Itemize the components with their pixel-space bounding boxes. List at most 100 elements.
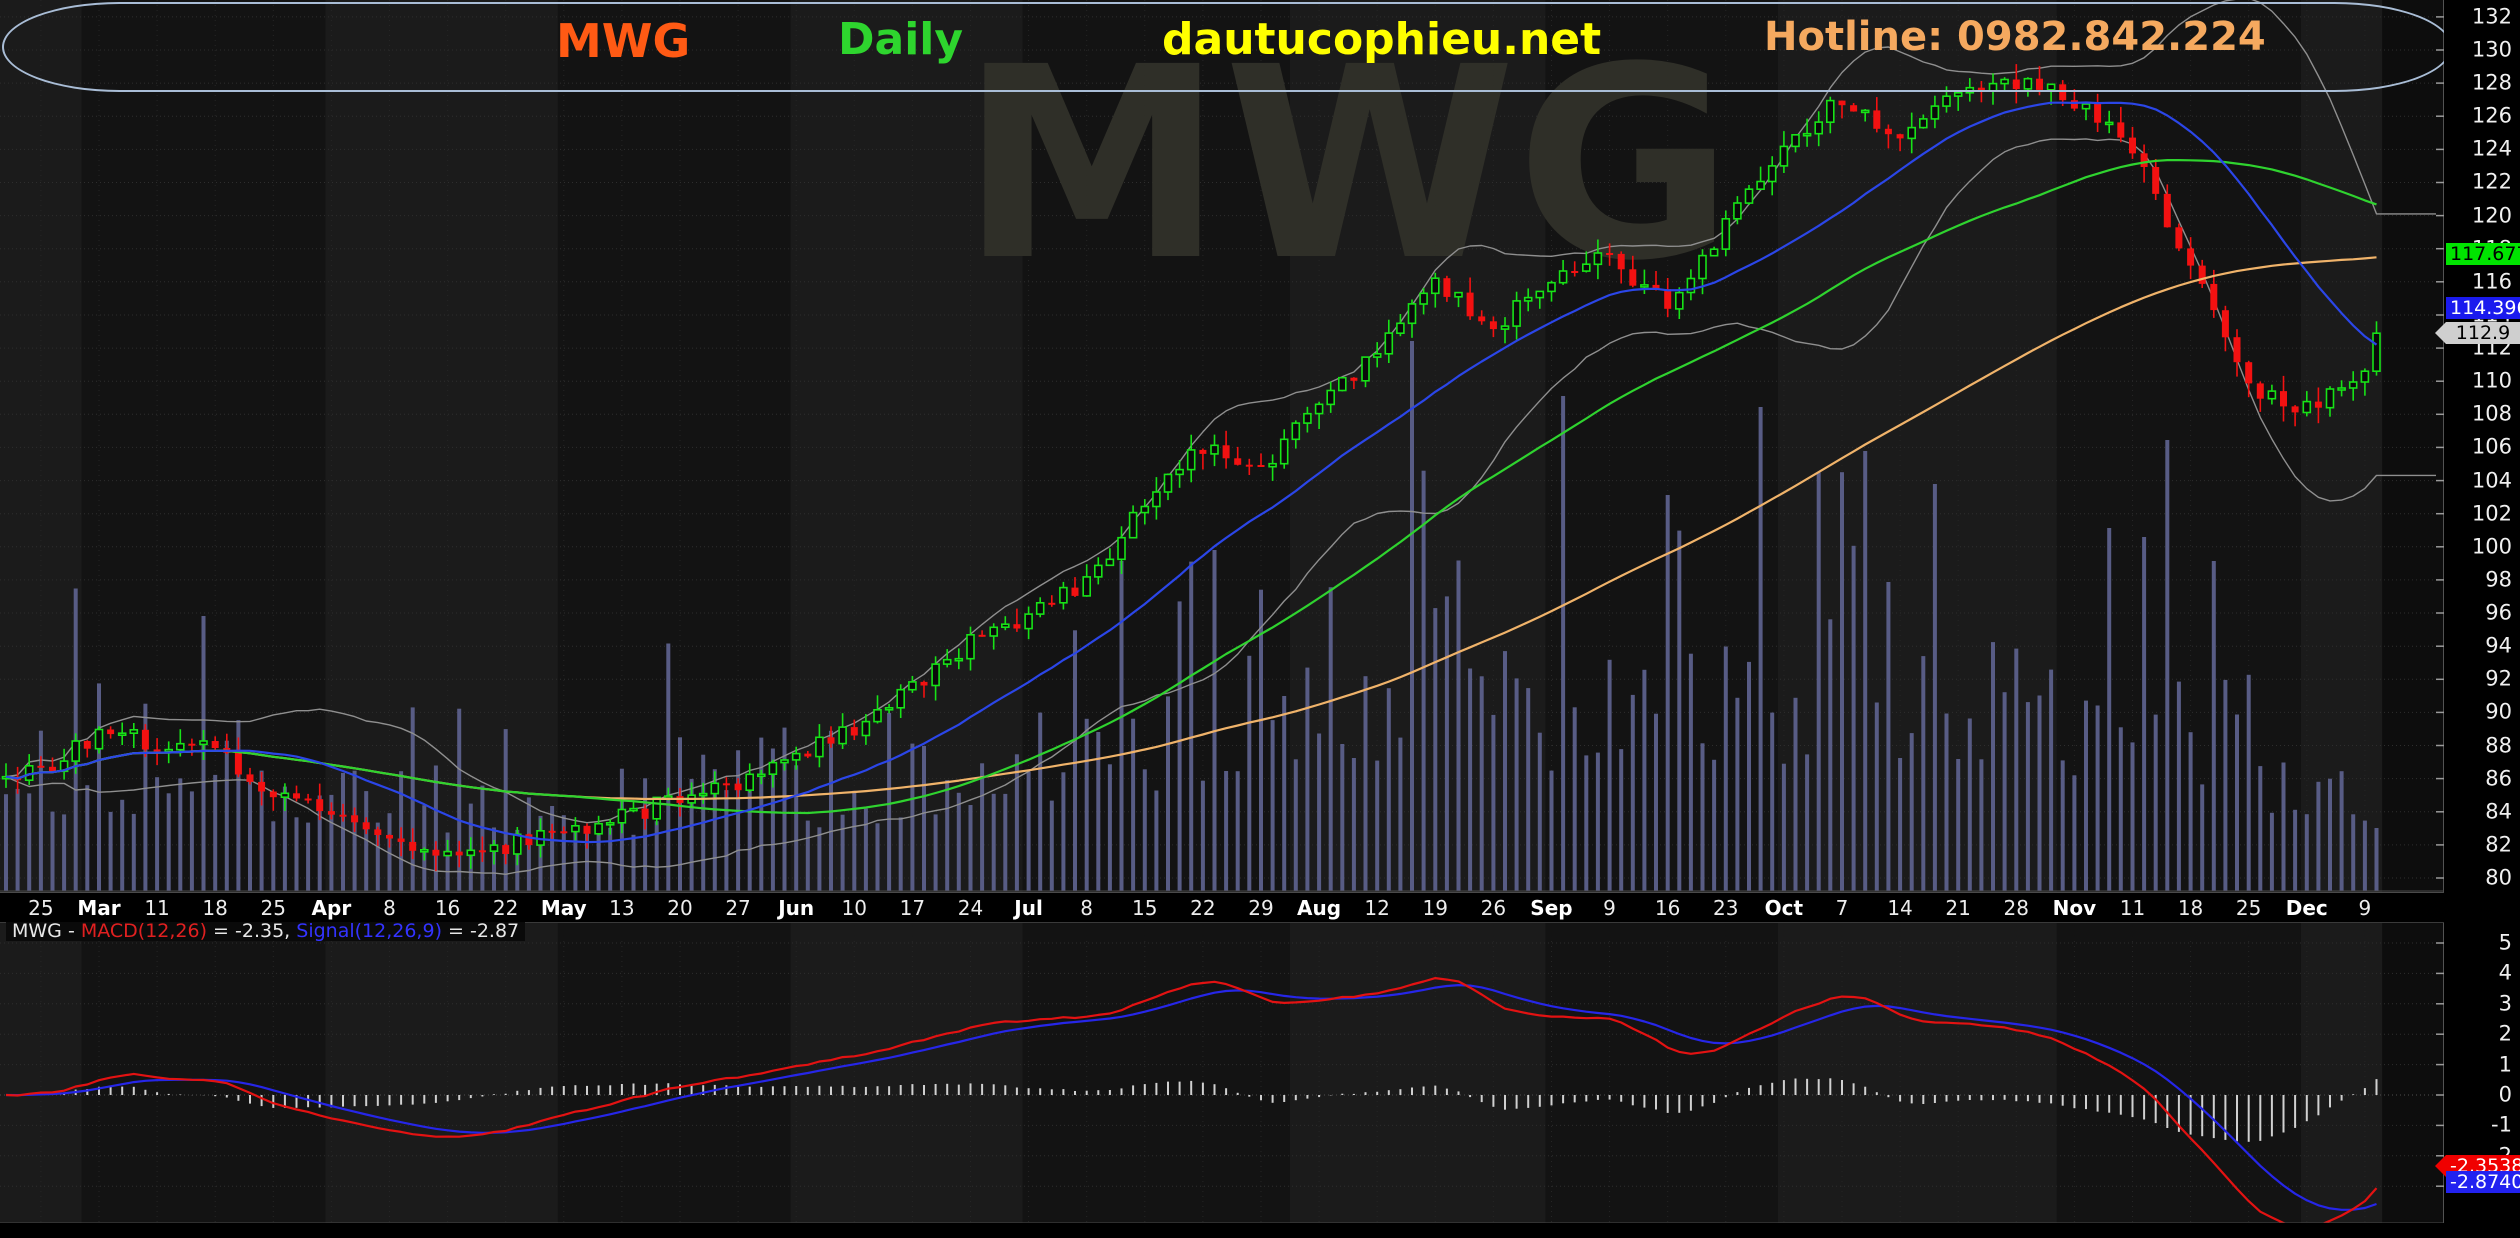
macd-histogram — [16, 1078, 2378, 1142]
price-tick-label: 116 — [2471, 269, 2512, 294]
month-label: Sep — [1530, 896, 1573, 920]
week-label: 18 — [202, 896, 228, 920]
price-tick-label: 102 — [2471, 501, 2512, 526]
price-tick-label: 96 — [2485, 600, 2512, 625]
macd-tick-label: 4 — [2498, 960, 2512, 985]
week-label: 13 — [609, 896, 635, 920]
week-label: 9 — [1603, 896, 1616, 920]
macd-signal-line — [5, 983, 2377, 1211]
week-label: 25 — [260, 896, 286, 920]
price-tick-label: 128 — [2471, 70, 2512, 95]
sma20-line — [5, 101, 2378, 844]
price-tick-label: 82 — [2485, 832, 2512, 857]
month-label: Aug — [1297, 896, 1342, 920]
week-label: 19 — [1422, 896, 1448, 920]
week-label: 26 — [1480, 896, 1507, 920]
price-tick-label: 132 — [2471, 4, 2512, 29]
watermark: MWG — [960, 11, 1734, 319]
price-tick-label: 98 — [2485, 567, 2512, 592]
week-label: 14 — [1887, 896, 1913, 920]
macd-tick-label: 5 — [2498, 930, 2512, 955]
macd-name-label: MACD(12,26) — [80, 920, 208, 942]
month-label: Nov — [2052, 896, 2097, 920]
price-tick-label: 80 — [2485, 865, 2512, 890]
macd-caption: MWG - MACD(12,26) = -2.35, Signal(12,26,… — [6, 920, 526, 942]
week-label: 25 — [28, 896, 54, 920]
month-label: Oct — [1764, 896, 1804, 920]
week-label: 12 — [1364, 896, 1390, 920]
week-label: 11 — [2119, 896, 2146, 920]
macd-tick-label: 1 — [2498, 1052, 2512, 1077]
bottom-spacer — [0, 1223, 2520, 1238]
month-label: Apr — [311, 896, 352, 920]
left-arrow-icon — [2435, 322, 2446, 345]
week-label: 20 — [667, 896, 693, 920]
month-label: Mar — [77, 896, 121, 920]
price-tick-label: 120 — [2471, 203, 2512, 228]
week-label: 17 — [899, 896, 926, 920]
left-arrow-icon — [2435, 1155, 2446, 1178]
price-axis[interactable]: 1321301281261241221201181161141121101081… — [2444, 0, 2520, 1238]
week-label: 11 — [144, 896, 170, 920]
volume-bars — [4, 341, 2379, 891]
price-tick-label: 88 — [2485, 733, 2512, 758]
price-tick-label: 130 — [2471, 37, 2512, 62]
macd-value-label: = -2.35, — [207, 920, 297, 942]
signal-value-tag: -2.87408 — [2446, 1171, 2520, 1194]
week-label: 15 — [1132, 896, 1158, 920]
price-tick-label: 122 — [2471, 169, 2512, 194]
week-label: 29 — [1248, 896, 1274, 920]
week-label: 23 — [1713, 896, 1739, 920]
week-label: 18 — [2177, 896, 2204, 920]
month-label: Dec — [2285, 896, 2328, 920]
ma50-price-tag: 117.677 — [2446, 243, 2520, 266]
last-price-tag: 112.9 — [2435, 322, 2520, 345]
price-tick-label: 104 — [2471, 468, 2512, 493]
month-label: May — [540, 896, 587, 920]
signal-value-label: = -2.87 — [441, 920, 520, 942]
bollinger-bands — [5, 0, 2436, 875]
price-tick-label: 110 — [2471, 368, 2512, 393]
week-label: 22 — [1190, 896, 1216, 920]
week-label: 21 — [1945, 896, 1971, 920]
candles-down — [14, 64, 2322, 872]
week-label: 16 — [434, 896, 461, 920]
week-label: 28 — [2003, 896, 2029, 920]
price-tick-label: 124 — [2471, 136, 2512, 161]
candles-up — [1, 73, 2381, 869]
week-label: 22 — [492, 896, 519, 920]
week-label: 16 — [1654, 896, 1681, 920]
week-label: 25 — [2235, 896, 2262, 920]
price-tick-label: 94 — [2485, 633, 2512, 658]
month-label: Jul — [1014, 896, 1043, 920]
macd-line — [5, 976, 2378, 1223]
date-axis[interactable]: 25 Mar 11 18 25 Apr 8 16 22 May 13 20 27 Jun 10 17 24 Jul… — [0, 892, 2444, 923]
sma50-line — [5, 159, 2377, 815]
ma20-price-tag: 114.396 — [2446, 297, 2520, 320]
week-label: 8 — [1080, 896, 1094, 920]
signal-name-label: Signal(12,26,9) — [296, 920, 442, 942]
week-label: 9 — [2358, 896, 2372, 920]
price-tick-label: 86 — [2485, 766, 2512, 791]
price-tick-label: 106 — [2471, 434, 2512, 459]
month-label: Jun — [778, 896, 815, 920]
grid — [0, 0, 2444, 1223]
price-tick-label: 100 — [2471, 534, 2512, 559]
week-label: 27 — [725, 896, 751, 920]
price-tick-label: 90 — [2485, 699, 2512, 724]
week-label: 7 — [1835, 896, 1849, 920]
macd-caption-symbol: MWG - — [12, 920, 81, 942]
week-label: 24 — [957, 896, 984, 920]
macd-tick-label: -1 — [2491, 1112, 2512, 1137]
price-tick-label: 108 — [2471, 401, 2512, 426]
macd-tick-label: 3 — [2498, 991, 2512, 1016]
price-tick-label: 84 — [2485, 799, 2512, 824]
week-label: 10 — [841, 896, 867, 920]
week-label: 8 — [383, 896, 396, 920]
macd-tick-label: 0 — [2498, 1082, 2512, 1107]
macd-tick-label: 2 — [2498, 1021, 2512, 1046]
price-tick-label: 126 — [2471, 103, 2512, 128]
price-tick-label: 92 — [2485, 666, 2512, 691]
